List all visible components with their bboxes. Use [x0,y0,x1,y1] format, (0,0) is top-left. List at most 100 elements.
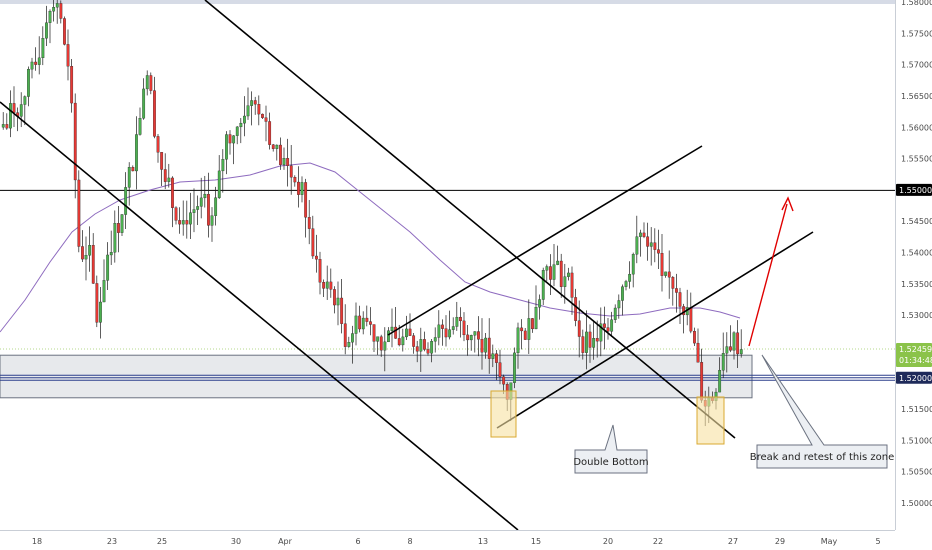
candle [520,319,524,350]
candle-body [667,271,671,278]
candle [617,294,621,319]
candle [181,200,185,236]
candle [660,234,664,292]
candle-body [214,197,218,216]
candle [599,307,603,357]
candle [239,118,243,144]
price-tick-label: 1.54000 [901,249,932,258]
candle [149,72,153,95]
candle [664,271,668,278]
candle-body [365,317,369,322]
candle [516,322,520,369]
trendlines [0,0,814,531]
candle-body [268,121,272,145]
tag-current-bg [896,343,932,368]
candle-body [145,75,149,90]
price-tick-label: 1.57000 [901,61,932,70]
candle-body [574,297,578,321]
candle-body [239,122,243,128]
candle [379,334,383,357]
candle [513,347,516,389]
candle-body [430,341,434,354]
candle-body [401,336,405,346]
candle [160,152,164,187]
candle-body [102,280,106,303]
candle-body [617,300,621,309]
candle-body [178,220,182,225]
candle [732,331,736,360]
candle-body [675,288,678,293]
candle [279,137,282,170]
candle-body [300,182,304,195]
candle [351,325,354,364]
candle-body [610,319,614,332]
candle [437,310,441,346]
candle-body [117,223,120,233]
candle-body [376,336,380,342]
candle-body [415,346,419,352]
candle [286,138,290,187]
price-tick-label: 1.50000 [901,499,932,508]
candle-body [466,334,470,341]
candle [199,177,203,219]
candle [203,175,207,208]
date-tick-label: 29 [775,537,785,546]
candle-body [624,281,628,287]
candle-body [289,165,293,178]
price-tick-label: 1.51500 [901,405,932,414]
candle-body [549,266,552,280]
candle [603,306,606,350]
candle-body [322,282,326,289]
candle-body [23,96,27,105]
candle-body [253,100,257,105]
candle-body [693,330,696,344]
candle [19,92,23,128]
support-zone-rect [0,354,753,399]
trendline-upper-channel [204,0,736,439]
candle [678,287,682,324]
candle-body [91,245,95,284]
double-bottom-box-left [490,390,517,438]
candle [657,229,660,270]
candle [610,311,614,337]
candle [59,0,63,24]
candle-body [559,260,563,287]
candle-body [408,328,412,336]
candle-body [199,197,203,207]
date-tick-label: May [821,537,838,546]
candle-body [379,336,383,351]
candle-body [635,236,639,255]
candle [693,327,696,347]
candle [55,0,59,24]
tag-1-55-label: 1.55000 [899,186,932,195]
candle [383,327,387,372]
candle [451,317,455,335]
candle [232,135,236,165]
candle [444,315,448,347]
candle-body [210,215,214,226]
candle-body [495,353,498,363]
candle-body [390,326,394,331]
candle [52,0,56,22]
candle-body [282,158,286,165]
candle-body [484,337,488,353]
candle [66,29,70,81]
candle [531,318,534,333]
candle-body [552,264,556,280]
candle [347,336,351,348]
candle [156,133,160,163]
candle-body [73,102,77,181]
candle-body [556,260,560,265]
candle-body [192,209,196,213]
candle [70,59,74,113]
moving-average-line [0,162,741,333]
candle [333,286,336,314]
candle [365,305,369,327]
candle [729,325,732,353]
candle [667,250,671,299]
candle [491,344,495,368]
candle [113,210,117,263]
candle-body [477,331,480,340]
candle [73,93,77,199]
price-tick-label: 1.54500 [901,217,932,226]
